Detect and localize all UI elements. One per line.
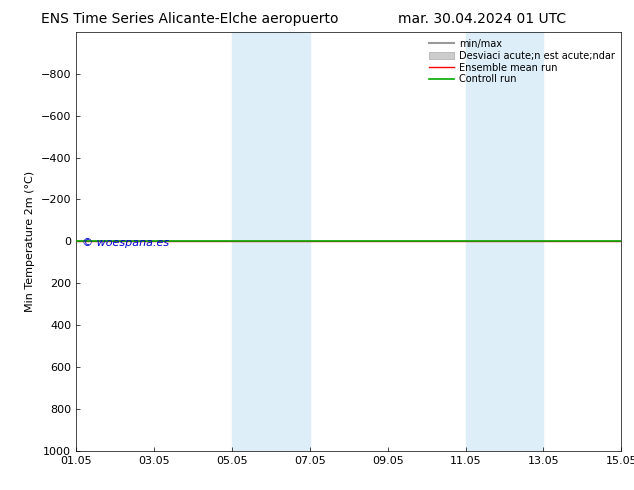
- Text: ENS Time Series Alicante-Elche aeropuerto: ENS Time Series Alicante-Elche aeropuert…: [41, 12, 339, 26]
- Bar: [465, 32, 543, 451]
- Text: © woespana.es: © woespana.es: [82, 239, 169, 248]
- Text: mar. 30.04.2024 01 UTC: mar. 30.04.2024 01 UTC: [398, 12, 566, 26]
- Legend: min/max, Desviaci acute;n est acute;ndar, Ensemble mean run, Controll run: min/max, Desviaci acute;n est acute;ndar…: [427, 37, 616, 86]
- Y-axis label: Min Temperature 2m (°C): Min Temperature 2m (°C): [25, 171, 35, 312]
- Bar: [232, 32, 310, 451]
